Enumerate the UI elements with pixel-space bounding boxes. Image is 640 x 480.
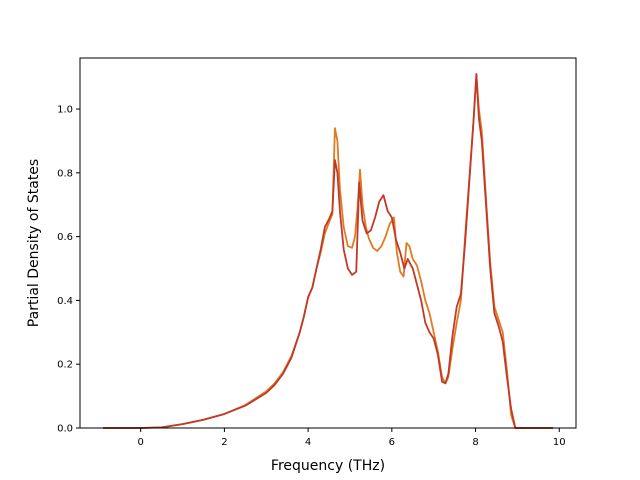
y-tick-label: 0.4 [57, 296, 73, 307]
y-tick-label: 0.0 [57, 424, 73, 435]
plot-frame [79, 57, 577, 429]
x-tick-label: 10 [553, 437, 566, 448]
x-tick-label: 4 [305, 437, 311, 448]
y-axis-label: Partial Density of States [26, 159, 42, 327]
x-axis-label: Frequency (THz) [271, 458, 385, 474]
x-tick-label: 2 [221, 437, 227, 448]
y-tick-label: 0.8 [57, 168, 73, 179]
y-axis-ticks: 0.0 0.2 0.4 0.6 0.8 1.0 [57, 105, 80, 435]
y-tick-label: 0.2 [57, 360, 73, 371]
plot-area [80, 58, 576, 428]
x-tick-label: 6 [389, 437, 395, 448]
series-line-2 [103, 73, 553, 429]
x-tick-label: 8 [472, 437, 478, 448]
x-tick-label: 0 [138, 437, 144, 448]
series-layer [103, 73, 553, 429]
y-tick-label: 0.6 [57, 232, 73, 243]
x-axis-ticks: 0 2 4 6 8 10 [138, 428, 566, 448]
y-tick-label: 1.0 [57, 105, 73, 116]
